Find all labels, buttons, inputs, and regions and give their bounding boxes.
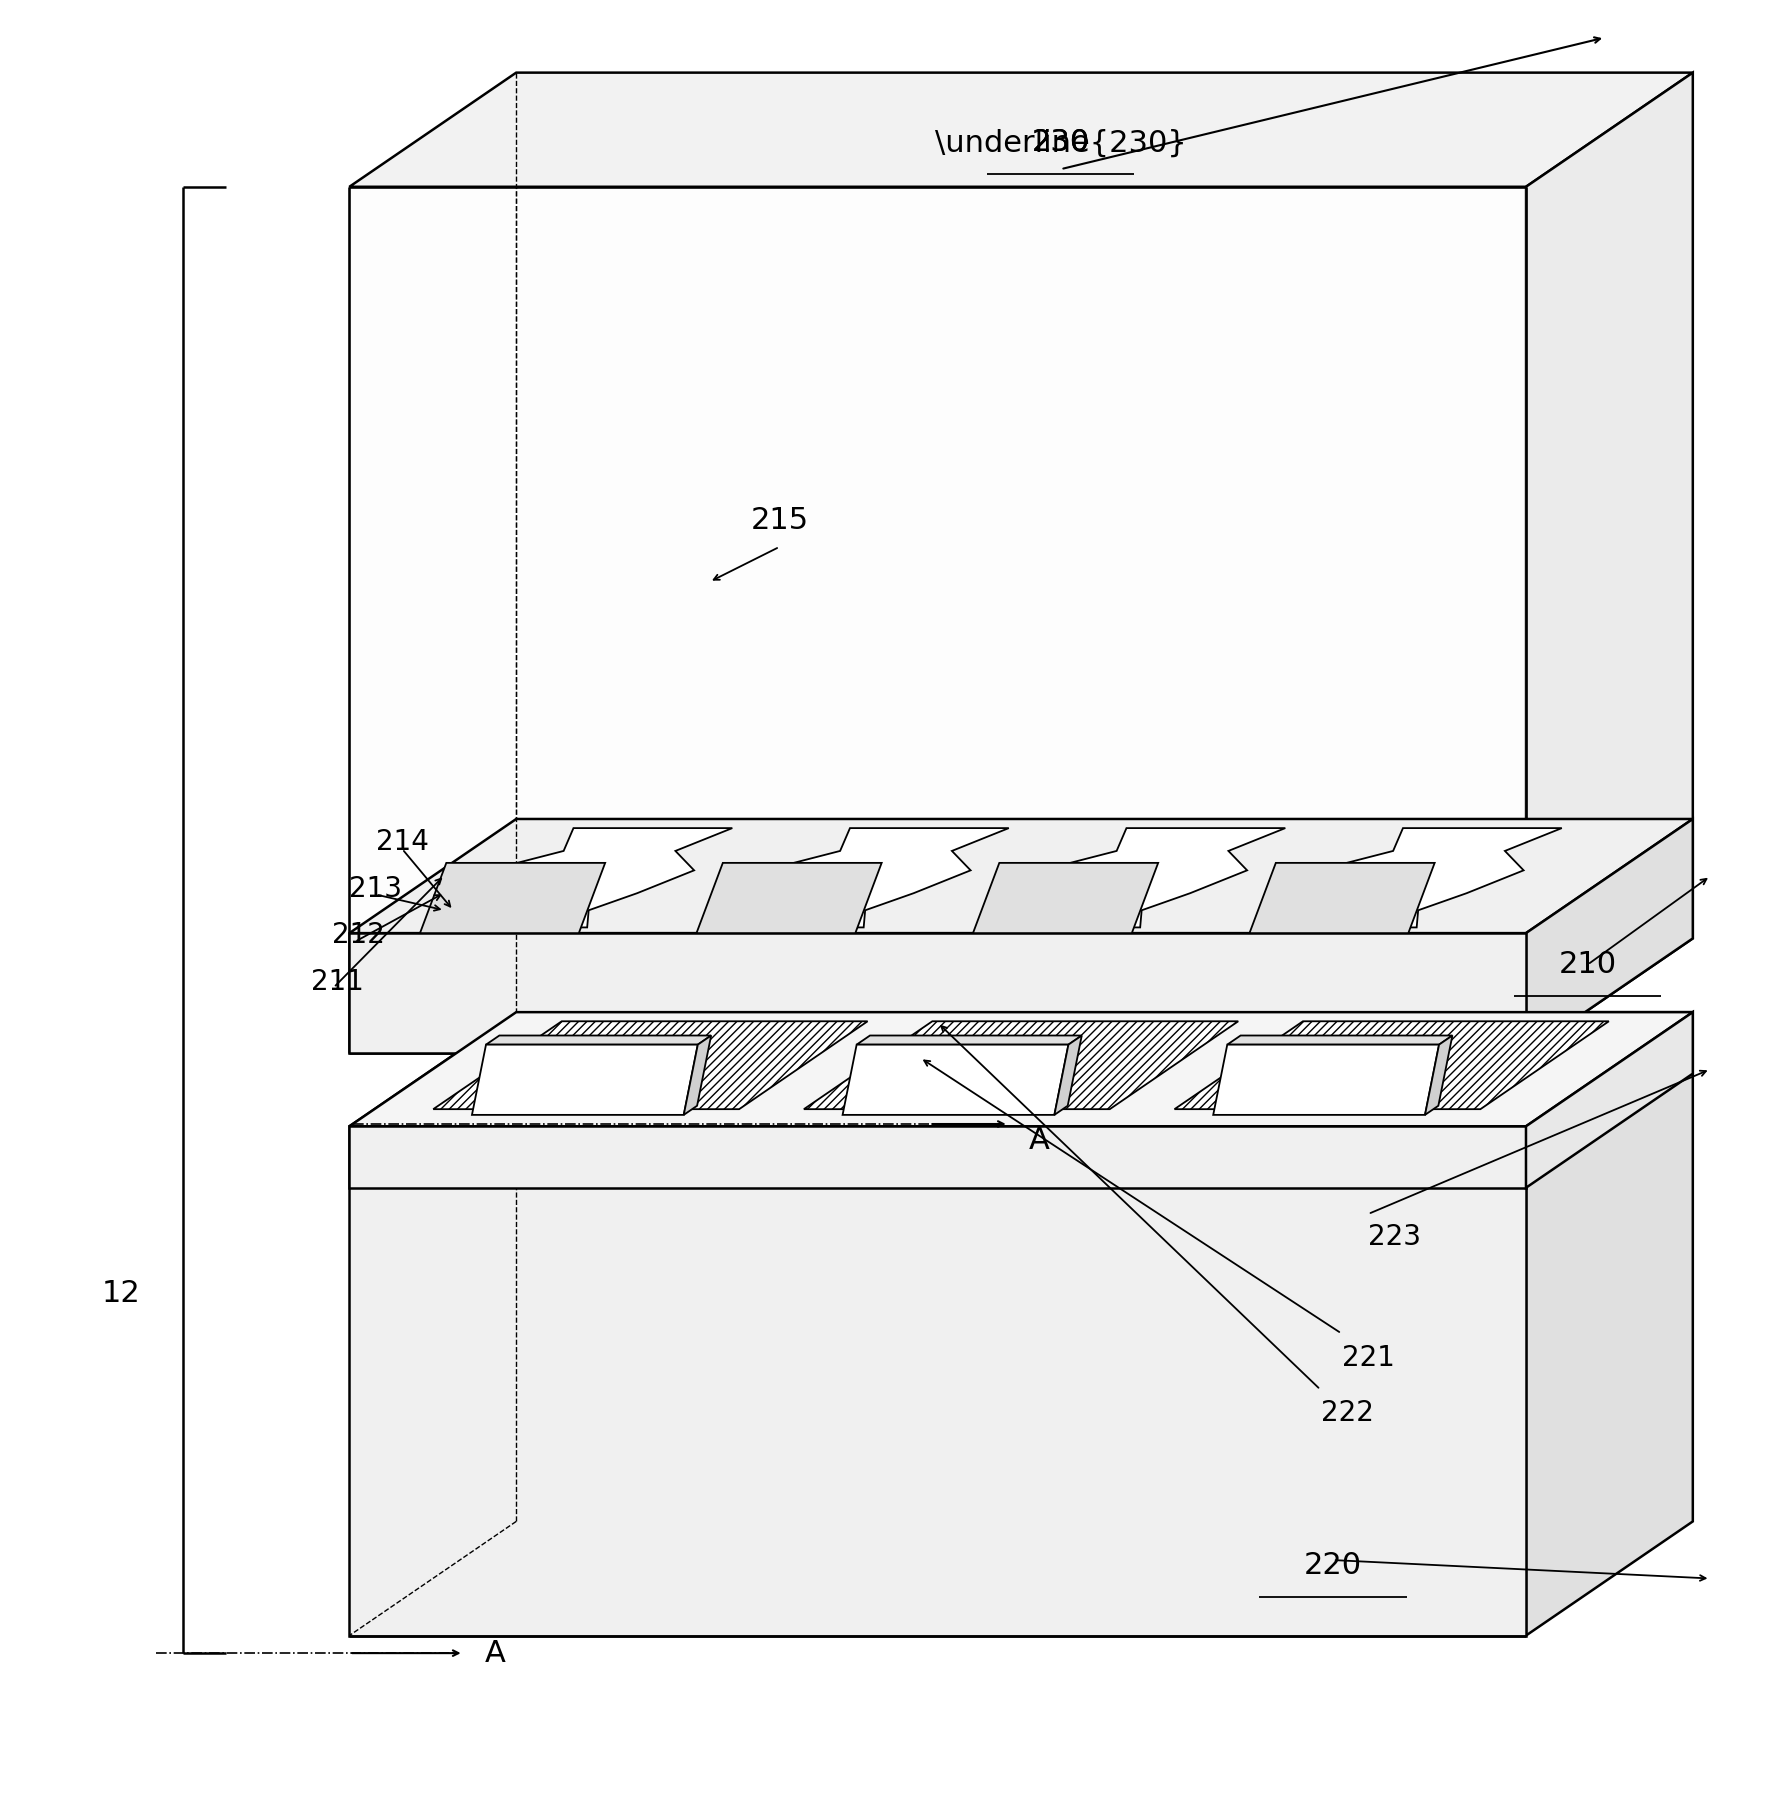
Polygon shape <box>487 1036 712 1045</box>
Text: A: A <box>1028 1126 1050 1155</box>
Polygon shape <box>349 819 1692 934</box>
Polygon shape <box>419 862 605 934</box>
Polygon shape <box>843 1045 1069 1115</box>
Polygon shape <box>349 1126 1526 1636</box>
Text: 210: 210 <box>1558 950 1616 979</box>
Polygon shape <box>473 1045 697 1115</box>
Polygon shape <box>857 1036 1081 1045</box>
Polygon shape <box>696 862 881 934</box>
Polygon shape <box>1250 862 1435 934</box>
Text: 230: 230 <box>1032 128 1090 158</box>
Text: \underline{230}: \underline{230} <box>935 128 1186 158</box>
Polygon shape <box>1526 819 1692 1052</box>
Polygon shape <box>704 828 1009 927</box>
Text: 222: 222 <box>1320 1399 1374 1426</box>
Polygon shape <box>349 1013 1692 1126</box>
Polygon shape <box>1526 72 1692 1052</box>
Polygon shape <box>1055 1036 1081 1115</box>
Text: 220: 220 <box>1304 1550 1361 1580</box>
Polygon shape <box>1526 1013 1692 1636</box>
Polygon shape <box>349 934 1526 1052</box>
Text: 215: 215 <box>750 506 809 535</box>
Polygon shape <box>683 1036 712 1115</box>
Text: 12: 12 <box>101 1279 140 1307</box>
Polygon shape <box>1227 1036 1453 1045</box>
Polygon shape <box>349 187 1526 1052</box>
Text: 212: 212 <box>331 921 384 948</box>
Polygon shape <box>349 1126 1526 1187</box>
Polygon shape <box>1212 1045 1439 1115</box>
Text: 211: 211 <box>312 968 363 997</box>
Polygon shape <box>1425 1036 1453 1115</box>
Polygon shape <box>1526 1013 1692 1187</box>
Text: 214: 214 <box>375 828 428 857</box>
Text: 221: 221 <box>1342 1343 1395 1372</box>
Polygon shape <box>349 1013 1692 1126</box>
Polygon shape <box>981 828 1285 927</box>
Polygon shape <box>974 862 1158 934</box>
Polygon shape <box>428 828 733 927</box>
Polygon shape <box>804 1022 1239 1110</box>
Text: A: A <box>485 1638 506 1668</box>
Polygon shape <box>1175 1022 1609 1110</box>
Polygon shape <box>349 72 1692 187</box>
Polygon shape <box>1258 828 1561 927</box>
Polygon shape <box>434 1022 867 1110</box>
Text: 230: 230 <box>1032 128 1090 158</box>
Text: 223: 223 <box>1368 1223 1421 1252</box>
Text: 213: 213 <box>349 875 402 903</box>
